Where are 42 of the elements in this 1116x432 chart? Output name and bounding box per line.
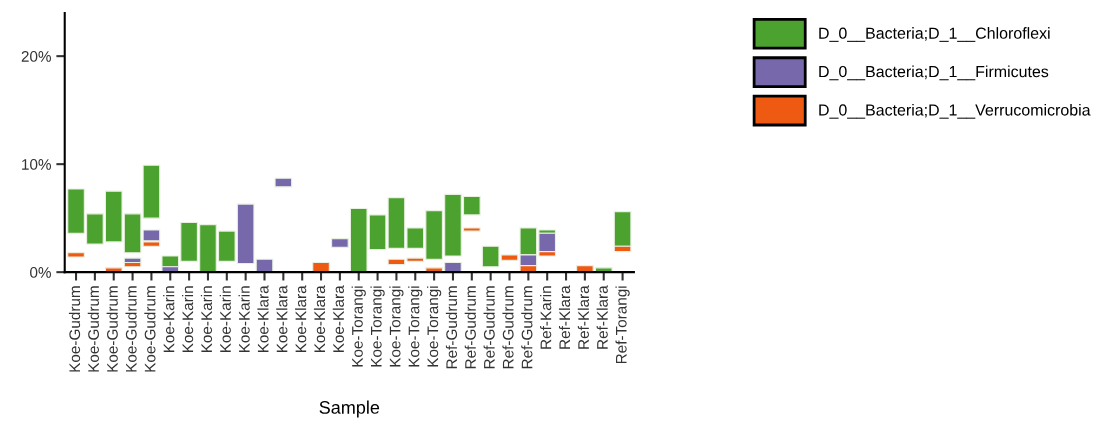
x-tick-label: Koe-Torangi: [427, 286, 442, 367]
x-tick-label: Ref-Torangi: [615, 286, 630, 364]
x-tick-label: Ref-Gudrum: [521, 286, 533, 369]
x-tick-label: Koe-Karin: [219, 286, 231, 353]
x-tick-label: Ref-Klara: [558, 285, 571, 349]
x-tick-label: Koe-Klara: [295, 285, 307, 353]
x-tick-label: Ref-Gudrum: [502, 286, 514, 369]
x-tick-label: Koe-Klara: [276, 285, 288, 353]
legend-label: D_0__Bacteria;D_1__Chloroflexi: [819, 27, 1050, 42]
y-tick-label: 0%: [30, 267, 51, 278]
x-tick-label: Koe-Karin: [200, 286, 213, 353]
bar: [123, 257, 142, 263]
y-tick-label: 10%: [22, 159, 51, 170]
x-tick-label: Koe-Gudrum: [87, 286, 99, 372]
x-tick-label: Koe-Gudrum: [106, 286, 118, 372]
x-tick-label: Ref-Klara: [577, 285, 589, 349]
x-tick-label: Koe-Karin: [238, 286, 250, 353]
x-tick-label: Ref-Gudrum: [464, 286, 476, 369]
x-tick-label: Koe-Klara: [313, 285, 326, 353]
x-tick-label: Koe-Torangi: [408, 286, 423, 367]
x-tick-label: Koe-Gudrum: [144, 286, 156, 372]
bar: [312, 261, 330, 273]
x-tick-label: Ref-Klara: [596, 285, 608, 349]
x-tick-label: Ref-Karin: [540, 286, 552, 349]
x-tick-label: Koe-Torangi: [370, 286, 385, 367]
x-tick-label: Ref-Gudrum: [483, 286, 495, 369]
x-tick-label: Koe-Torangi: [389, 286, 404, 367]
legend-label: D_0__Bacteria;D_1__Firmicutes: [819, 65, 1049, 81]
x-tick-label: Koe-Karin: [163, 286, 175, 353]
legend-label: D_0__Bacteria;D_1__Verrucomicrobia: [819, 103, 1091, 119]
x-tick-label: Koe-Karin: [181, 286, 194, 353]
x-tick-label: Koe-Klara: [257, 285, 269, 353]
y-tick-label: 20%: [21, 51, 51, 62]
bar: [274, 177, 293, 188]
x-tick-label: Ref-Gudrum: [445, 286, 458, 369]
x-tick-label: Koe-Gudrum: [68, 286, 81, 372]
bar: [67, 252, 85, 258]
x-tick-label: Koe-Gudrum: [125, 286, 137, 372]
x-tick-label: Koe-Klara: [332, 285, 344, 353]
bar: [123, 261, 142, 268]
x-axis-title: Sample: [319, 400, 380, 418]
x-tick-label: Koe-Torangi: [351, 286, 366, 367]
